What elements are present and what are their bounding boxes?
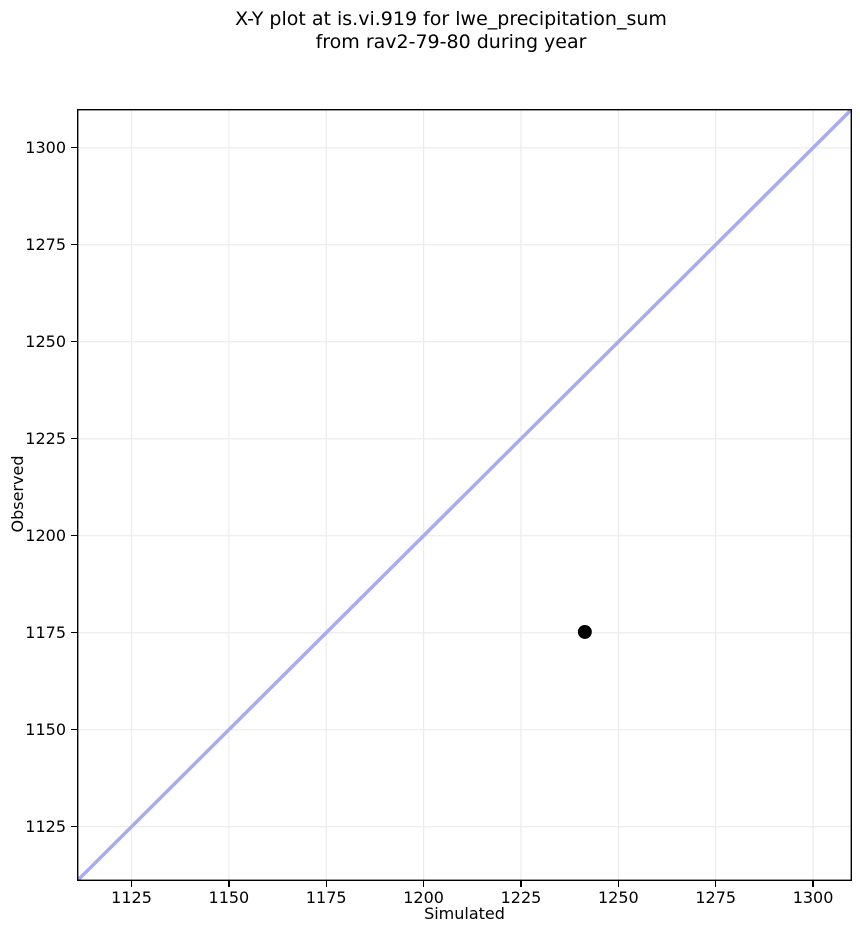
x-tick-label: 1150 bbox=[208, 888, 250, 907]
chart-title-line1: X-Y plot at is.vi.919 for lwe_precipitat… bbox=[235, 8, 667, 30]
identity-line bbox=[77, 109, 852, 881]
y-tick-label: 1125 bbox=[25, 816, 66, 836]
x-tick-label: 1125 bbox=[111, 888, 152, 907]
x-tick-label: 1250 bbox=[597, 888, 639, 907]
y-tick-mark bbox=[71, 341, 77, 343]
y-tick-label: 1200 bbox=[25, 525, 66, 545]
data-point bbox=[577, 624, 592, 639]
plot-frame bbox=[77, 109, 852, 881]
y-tick-label: 1250 bbox=[25, 331, 66, 351]
y-tick-label: 1175 bbox=[25, 622, 66, 642]
x-axis-label: Simulated bbox=[424, 904, 505, 923]
x-tick-mark bbox=[617, 881, 620, 887]
x-tick-label: 1175 bbox=[305, 888, 347, 907]
y-tick-label: 1150 bbox=[25, 719, 66, 739]
x-tick-label: 1225 bbox=[500, 888, 542, 907]
y-tick-mark bbox=[71, 244, 77, 246]
y-tick-label: 1225 bbox=[25, 428, 66, 448]
x-tick-mark bbox=[520, 881, 522, 887]
x-tick-mark bbox=[714, 881, 717, 887]
x-tick-mark bbox=[422, 881, 425, 887]
y-axis-label: Observed bbox=[8, 455, 27, 533]
y-tick-label: 1275 bbox=[25, 234, 66, 254]
x-tick-label: 1300 bbox=[792, 888, 834, 907]
y-tick-label: 1300 bbox=[25, 137, 66, 157]
x-tick-label: 1200 bbox=[403, 888, 444, 907]
y-tick-mark bbox=[71, 535, 77, 537]
y-tick-mark bbox=[71, 632, 77, 634]
x-tick-mark bbox=[325, 881, 327, 887]
y-tick-mark bbox=[71, 438, 77, 440]
x-tick-mark bbox=[130, 881, 133, 887]
y-tick-mark bbox=[71, 729, 77, 731]
y-tick-mark bbox=[71, 147, 77, 149]
y-tick-mark bbox=[71, 825, 77, 828]
chart-title: X-Y plot at is.vi.919 for lwe_precipitat… bbox=[42, 8, 860, 54]
chart-title-line2: from rav2-79-80 during year bbox=[315, 31, 587, 53]
x-tick-mark bbox=[812, 881, 814, 887]
plot-area bbox=[77, 109, 852, 881]
plot-svg bbox=[77, 109, 852, 881]
x-tick-mark bbox=[228, 881, 230, 887]
x-tick-label: 1275 bbox=[695, 888, 737, 907]
